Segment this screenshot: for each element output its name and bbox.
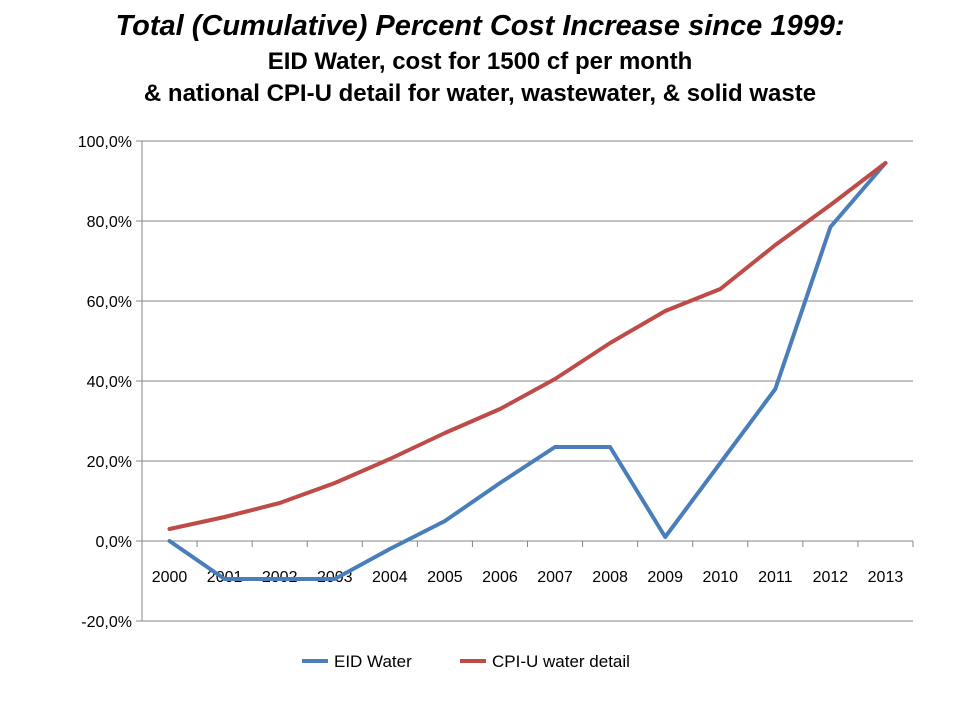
x-tick-label: 2000 [152,569,188,586]
y-tick-label: 80,0% [87,214,132,231]
x-tick-label: 2011 [758,569,793,586]
x-tick-label: 2007 [537,569,573,586]
chart-subtitle-line-2: & national CPI-U detail for water, waste… [143,80,817,107]
chart-subtitle-line-1: EID Water, cost for 1500 cf per month [267,48,693,75]
chart-title: Total (Cumulative) Percent Cost Increase… [115,10,845,42]
x-tick-label: 2005 [427,569,463,586]
x-tick-label: 2010 [702,569,738,586]
y-tick-label: 100,0% [78,134,132,151]
y-tick-label: 0,0% [96,534,132,551]
y-tick-label: 60,0% [87,294,132,311]
x-tick-label: 2006 [482,569,518,586]
chart-title-block: Total (Cumulative) Percent Cost Increase… [0,6,960,110]
y-tick-label: -20,0% [81,614,132,631]
y-tick-label: 40,0% [87,374,132,391]
legend-label: CPI-U water detail [492,652,630,671]
legend-label: EID Water [334,652,412,671]
x-tick-label: 2012 [813,569,849,586]
x-tick-label: 2008 [592,569,628,586]
x-tick-label: 2009 [647,569,683,586]
x-tick-label: 2004 [372,569,408,586]
y-tick-label: 20,0% [87,454,132,471]
series-line-cpi-u-water-detail [167,161,888,531]
series-line-eid-water [167,161,888,581]
x-tick-label: 2013 [868,569,904,586]
